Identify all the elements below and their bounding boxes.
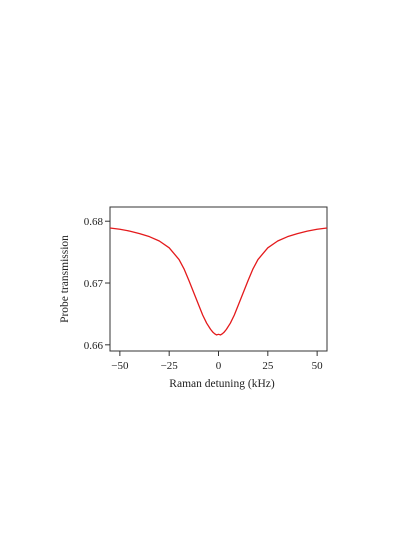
y-tick-label: 0.66 [84, 340, 104, 352]
x-axis-title: Raman detuning (kHz) [169, 378, 275, 390]
plot-frame [109, 206, 328, 352]
y-axis-ticks: 0.66 0.67 0.68 [84, 216, 110, 352]
x-tick-label: 25 [262, 360, 274, 372]
y-tick-label: 0.67 [84, 278, 104, 290]
x-tick-label: −50 [111, 360, 129, 372]
x-axis-ticks: −50 −25 0 25 50 [111, 351, 323, 372]
y-axis-title: Probe transmission [59, 235, 71, 323]
x-tick-label: 50 [312, 360, 324, 372]
x-tick-label: −25 [161, 360, 179, 372]
y-tick-label: 0.68 [84, 216, 104, 228]
transmission-curve [109, 227, 328, 336]
x-tick-label: 0 [216, 360, 222, 372]
